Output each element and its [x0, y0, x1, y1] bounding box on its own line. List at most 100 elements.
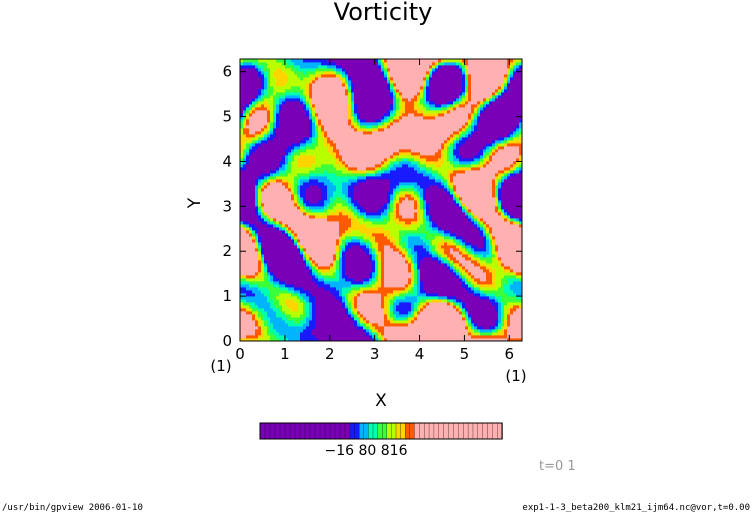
- heat-cell: [324, 152, 328, 156]
- heat-cell: [294, 329, 298, 333]
- heat-cell: [336, 224, 340, 228]
- heat-cell: [384, 233, 388, 237]
- heat-cell: [324, 173, 328, 177]
- heat-cell: [339, 74, 343, 78]
- heat-cell: [357, 194, 361, 198]
- heat-cell: [327, 260, 331, 264]
- heat-cell: [333, 263, 337, 267]
- heat-cell: [312, 305, 316, 309]
- heat-cell: [312, 206, 316, 210]
- heat-cell: [303, 254, 307, 258]
- heat-cell: [381, 338, 385, 341]
- heat-cell: [288, 296, 292, 300]
- heat-cell: [288, 239, 292, 243]
- heat-cell: [294, 221, 298, 225]
- heat-cell: [354, 233, 358, 237]
- heat-cell: [354, 143, 358, 147]
- heat-cell: [345, 104, 349, 108]
- heat-cell: [270, 266, 274, 270]
- heat-cell: [399, 308, 403, 312]
- heat-cell: [390, 197, 394, 201]
- heat-cell: [321, 200, 325, 204]
- heat-cell: [300, 227, 304, 231]
- heat-cell: [318, 215, 322, 219]
- heat-cell: [294, 308, 298, 312]
- heat-cell: [369, 74, 373, 78]
- heat-cell: [255, 245, 259, 249]
- heat-cell: [372, 239, 376, 243]
- heat-cell: [261, 215, 265, 219]
- heat-cell: [282, 332, 286, 336]
- heat-cell: [312, 215, 316, 219]
- heat-cell: [366, 68, 370, 72]
- heat-cell: [396, 206, 400, 210]
- heat-cell: [351, 176, 355, 180]
- heat-cell: [270, 194, 274, 198]
- heat-cell: [369, 212, 373, 216]
- heat-cell: [246, 275, 250, 279]
- heat-cell: [249, 122, 253, 126]
- heat-cell: [252, 293, 256, 297]
- heat-cell: [375, 182, 379, 186]
- heat-cell: [372, 329, 376, 333]
- heat-cell: [288, 224, 292, 228]
- heat-cell: [378, 236, 382, 240]
- heat-cell: [369, 323, 373, 327]
- heat-cell: [375, 170, 379, 174]
- heat-cell: [255, 152, 259, 156]
- heat-cell: [261, 101, 265, 105]
- heat-cell: [393, 248, 397, 252]
- heat-cell: [339, 302, 343, 306]
- heat-cell: [372, 206, 376, 210]
- heat-cell: [315, 113, 319, 117]
- heat-cell: [378, 281, 382, 285]
- heat-cell: [384, 197, 388, 201]
- heat-cell: [393, 269, 397, 273]
- heat-cell: [384, 65, 388, 69]
- heat-cell: [315, 320, 319, 324]
- heat-cell: [270, 101, 274, 105]
- heat-cell: [291, 113, 295, 117]
- heat-cell: [357, 137, 361, 141]
- heat-cell: [240, 182, 244, 186]
- heat-cell: [315, 62, 319, 66]
- heat-cell: [264, 137, 268, 141]
- heat-cell: [276, 143, 280, 147]
- heat-cell: [384, 71, 388, 75]
- heat-cell: [375, 194, 379, 198]
- heat-cell: [360, 206, 364, 210]
- heat-cell: [390, 128, 394, 132]
- heat-cell: [276, 251, 280, 255]
- heat-cell: [282, 218, 286, 222]
- heat-cell: [399, 329, 403, 333]
- heat-cell: [303, 245, 307, 249]
- heat-cell: [243, 95, 247, 99]
- heat-cell: [315, 254, 319, 258]
- heat-cell: [369, 278, 373, 282]
- heat-cell: [306, 245, 310, 249]
- heat-cell: [240, 122, 244, 126]
- heat-cell: [321, 287, 325, 291]
- heat-cell: [351, 92, 355, 96]
- heat-cell: [342, 125, 346, 129]
- heat-cell: [264, 101, 268, 105]
- heat-cell: [240, 131, 244, 135]
- heat-cell: [276, 269, 280, 273]
- heat-cell: [321, 311, 325, 315]
- heat-cell: [276, 83, 280, 87]
- heat-cell: [384, 296, 388, 300]
- heat-cell: [327, 89, 331, 93]
- heat-cell: [339, 182, 343, 186]
- heat-cell: [297, 122, 301, 126]
- heat-cell: [378, 101, 382, 105]
- heat-cell: [294, 104, 298, 108]
- heat-cell: [354, 230, 358, 234]
- heat-cell: [300, 326, 304, 330]
- heat-cell: [333, 125, 337, 129]
- heat-cell: [351, 311, 355, 315]
- heat-cell: [351, 113, 355, 117]
- heat-cell: [309, 212, 313, 216]
- heat-cell: [339, 191, 343, 195]
- heat-cell: [282, 140, 286, 144]
- heat-cell: [312, 83, 316, 87]
